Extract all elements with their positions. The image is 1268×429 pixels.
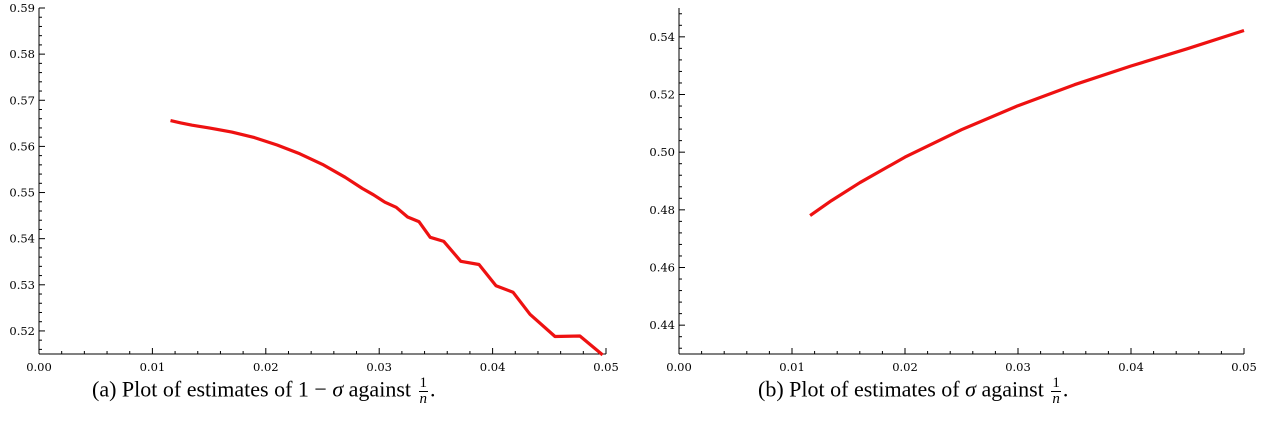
y-tick-label-b: 0.54 (649, 30, 675, 44)
caption-b-label: (b) Plot of estimates of (758, 376, 966, 402)
y-tick-label-a: 0.52 (9, 324, 35, 338)
x-tick-label-b: 0.00 (666, 360, 692, 374)
chart-panel-b: 0.00 0.01 0.02 0.03 0.04 0.05 0.44 0.46 0.48 0.50… (640, 0, 1268, 429)
y-tick-label-a: 0.58 (9, 47, 35, 61)
x-tick-label-b: 0.05 (1231, 360, 1257, 374)
x-tick-label-a: 0.00 (26, 360, 52, 374)
y-tick-label-b: 0.50 (649, 145, 675, 159)
caption-b-frac-den: n (1052, 391, 1060, 407)
caption-b-end: . (1062, 376, 1069, 402)
x-tick-label-b: 0.04 (1118, 360, 1144, 374)
x-tick-label-b: 0.02 (892, 360, 918, 374)
caption-b-frac-num: 1 (1051, 375, 1061, 392)
chart-a-plot: 0.00 0.01 0.02 0.03 0.04 0.05 0.52 0.53 0.54 0.55… (9, 1, 619, 374)
y-tick-label-a: 0.53 (9, 278, 35, 292)
x-tick-label-a: 0.02 (253, 360, 279, 374)
y-tick-label-a: 0.54 (9, 232, 35, 246)
caption-a-after: against (343, 376, 417, 402)
y-tick-label-a: 0.55 (9, 186, 35, 200)
chart-a-caption: (a) Plot of estimates of 1 − σ against 1… (92, 376, 436, 407)
caption-a-frac-den: n (419, 391, 428, 407)
y-tick-label-b: 0.52 (649, 88, 675, 102)
y-tick-label-b: 0.46 (649, 261, 675, 275)
caption-a-frac-num: 1 (418, 375, 428, 392)
x-tick-label-b: 0.01 (779, 360, 805, 374)
chart-panel-a: 0.00 0.01 0.02 0.03 0.04 0.05 0.52 0.53 0.54 0.55… (9, 1, 619, 407)
y-tick-label-a: 0.59 (9, 1, 35, 15)
y-tick-label-a: 0.57 (9, 93, 35, 107)
caption-b-symbol: σ (965, 376, 976, 402)
x-tick-label-a: 0.05 (593, 360, 619, 374)
x-tick-label-a: 0.01 (140, 360, 166, 374)
caption-a-end: . (430, 376, 436, 402)
x-tick-label-a: 0.04 (480, 360, 506, 374)
series-line-a (170, 119, 604, 357)
y-tick-label-b: 0.44 (649, 318, 675, 332)
y-tick-label-b: 0.48 (649, 203, 675, 217)
caption-b-after: against (976, 376, 1050, 402)
chart-b-plot: 0.00 0.01 0.02 0.03 0.04 0.05 0.44 0.46 0.48 0.50… (649, 8, 1257, 374)
series-line-b (809, 28, 1245, 217)
caption-a-label: (a) Plot of estimates of 1 − (92, 376, 333, 402)
caption-a-symbol: σ (332, 376, 344, 402)
y-tick-label-a: 0.56 (9, 139, 35, 153)
x-tick-label-a: 0.03 (366, 360, 392, 374)
x-tick-label-b: 0.03 (1005, 360, 1031, 374)
